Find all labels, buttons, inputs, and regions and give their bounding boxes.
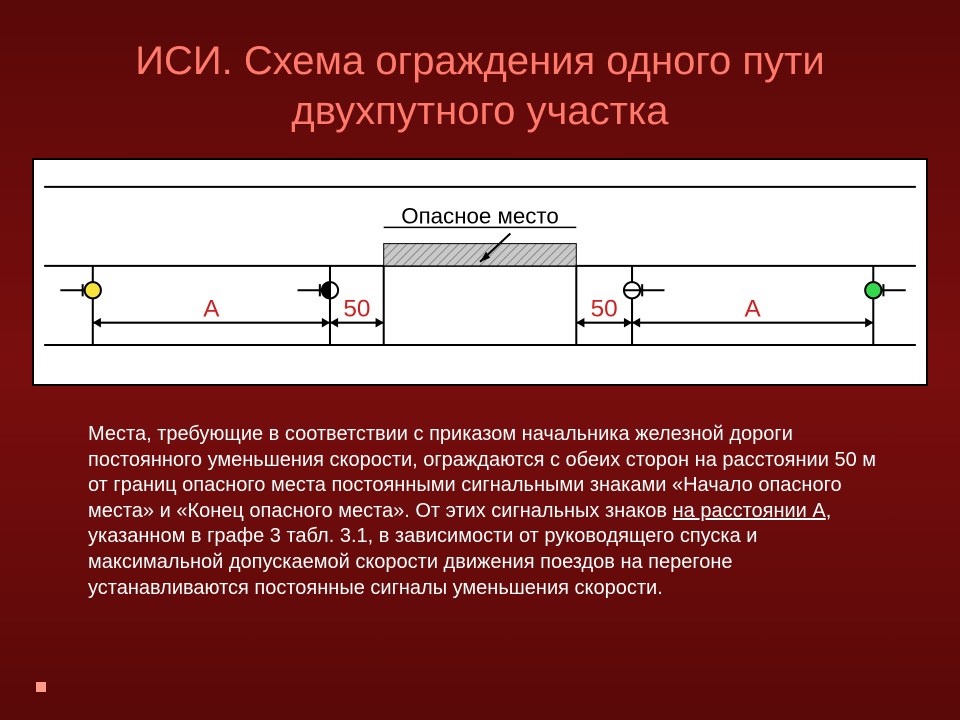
warning-sign-right	[624, 282, 665, 298]
dimension-label: А	[203, 296, 220, 323]
dimension-label: А	[745, 296, 762, 323]
body-underline: на расстоянии А	[673, 500, 826, 522]
danger-label: Опасное место	[401, 203, 559, 228]
yellow-signal-left	[60, 282, 101, 298]
bullet-square-icon	[36, 682, 46, 692]
dimension-label: 50	[591, 296, 618, 323]
fencing-diagram: Опасное место А 50 50 А	[34, 160, 926, 384]
warning-sign-left	[298, 282, 339, 298]
body-paragraph: Места, требующие в соответствии с приказ…	[0, 386, 960, 601]
diagram-container: Опасное место А 50 50 А	[32, 158, 928, 386]
dimension-label: 50	[343, 296, 370, 323]
slide-title: ИСИ. Схема ограждения одного пути двухпу…	[0, 0, 960, 146]
green-signal-right	[865, 282, 906, 298]
